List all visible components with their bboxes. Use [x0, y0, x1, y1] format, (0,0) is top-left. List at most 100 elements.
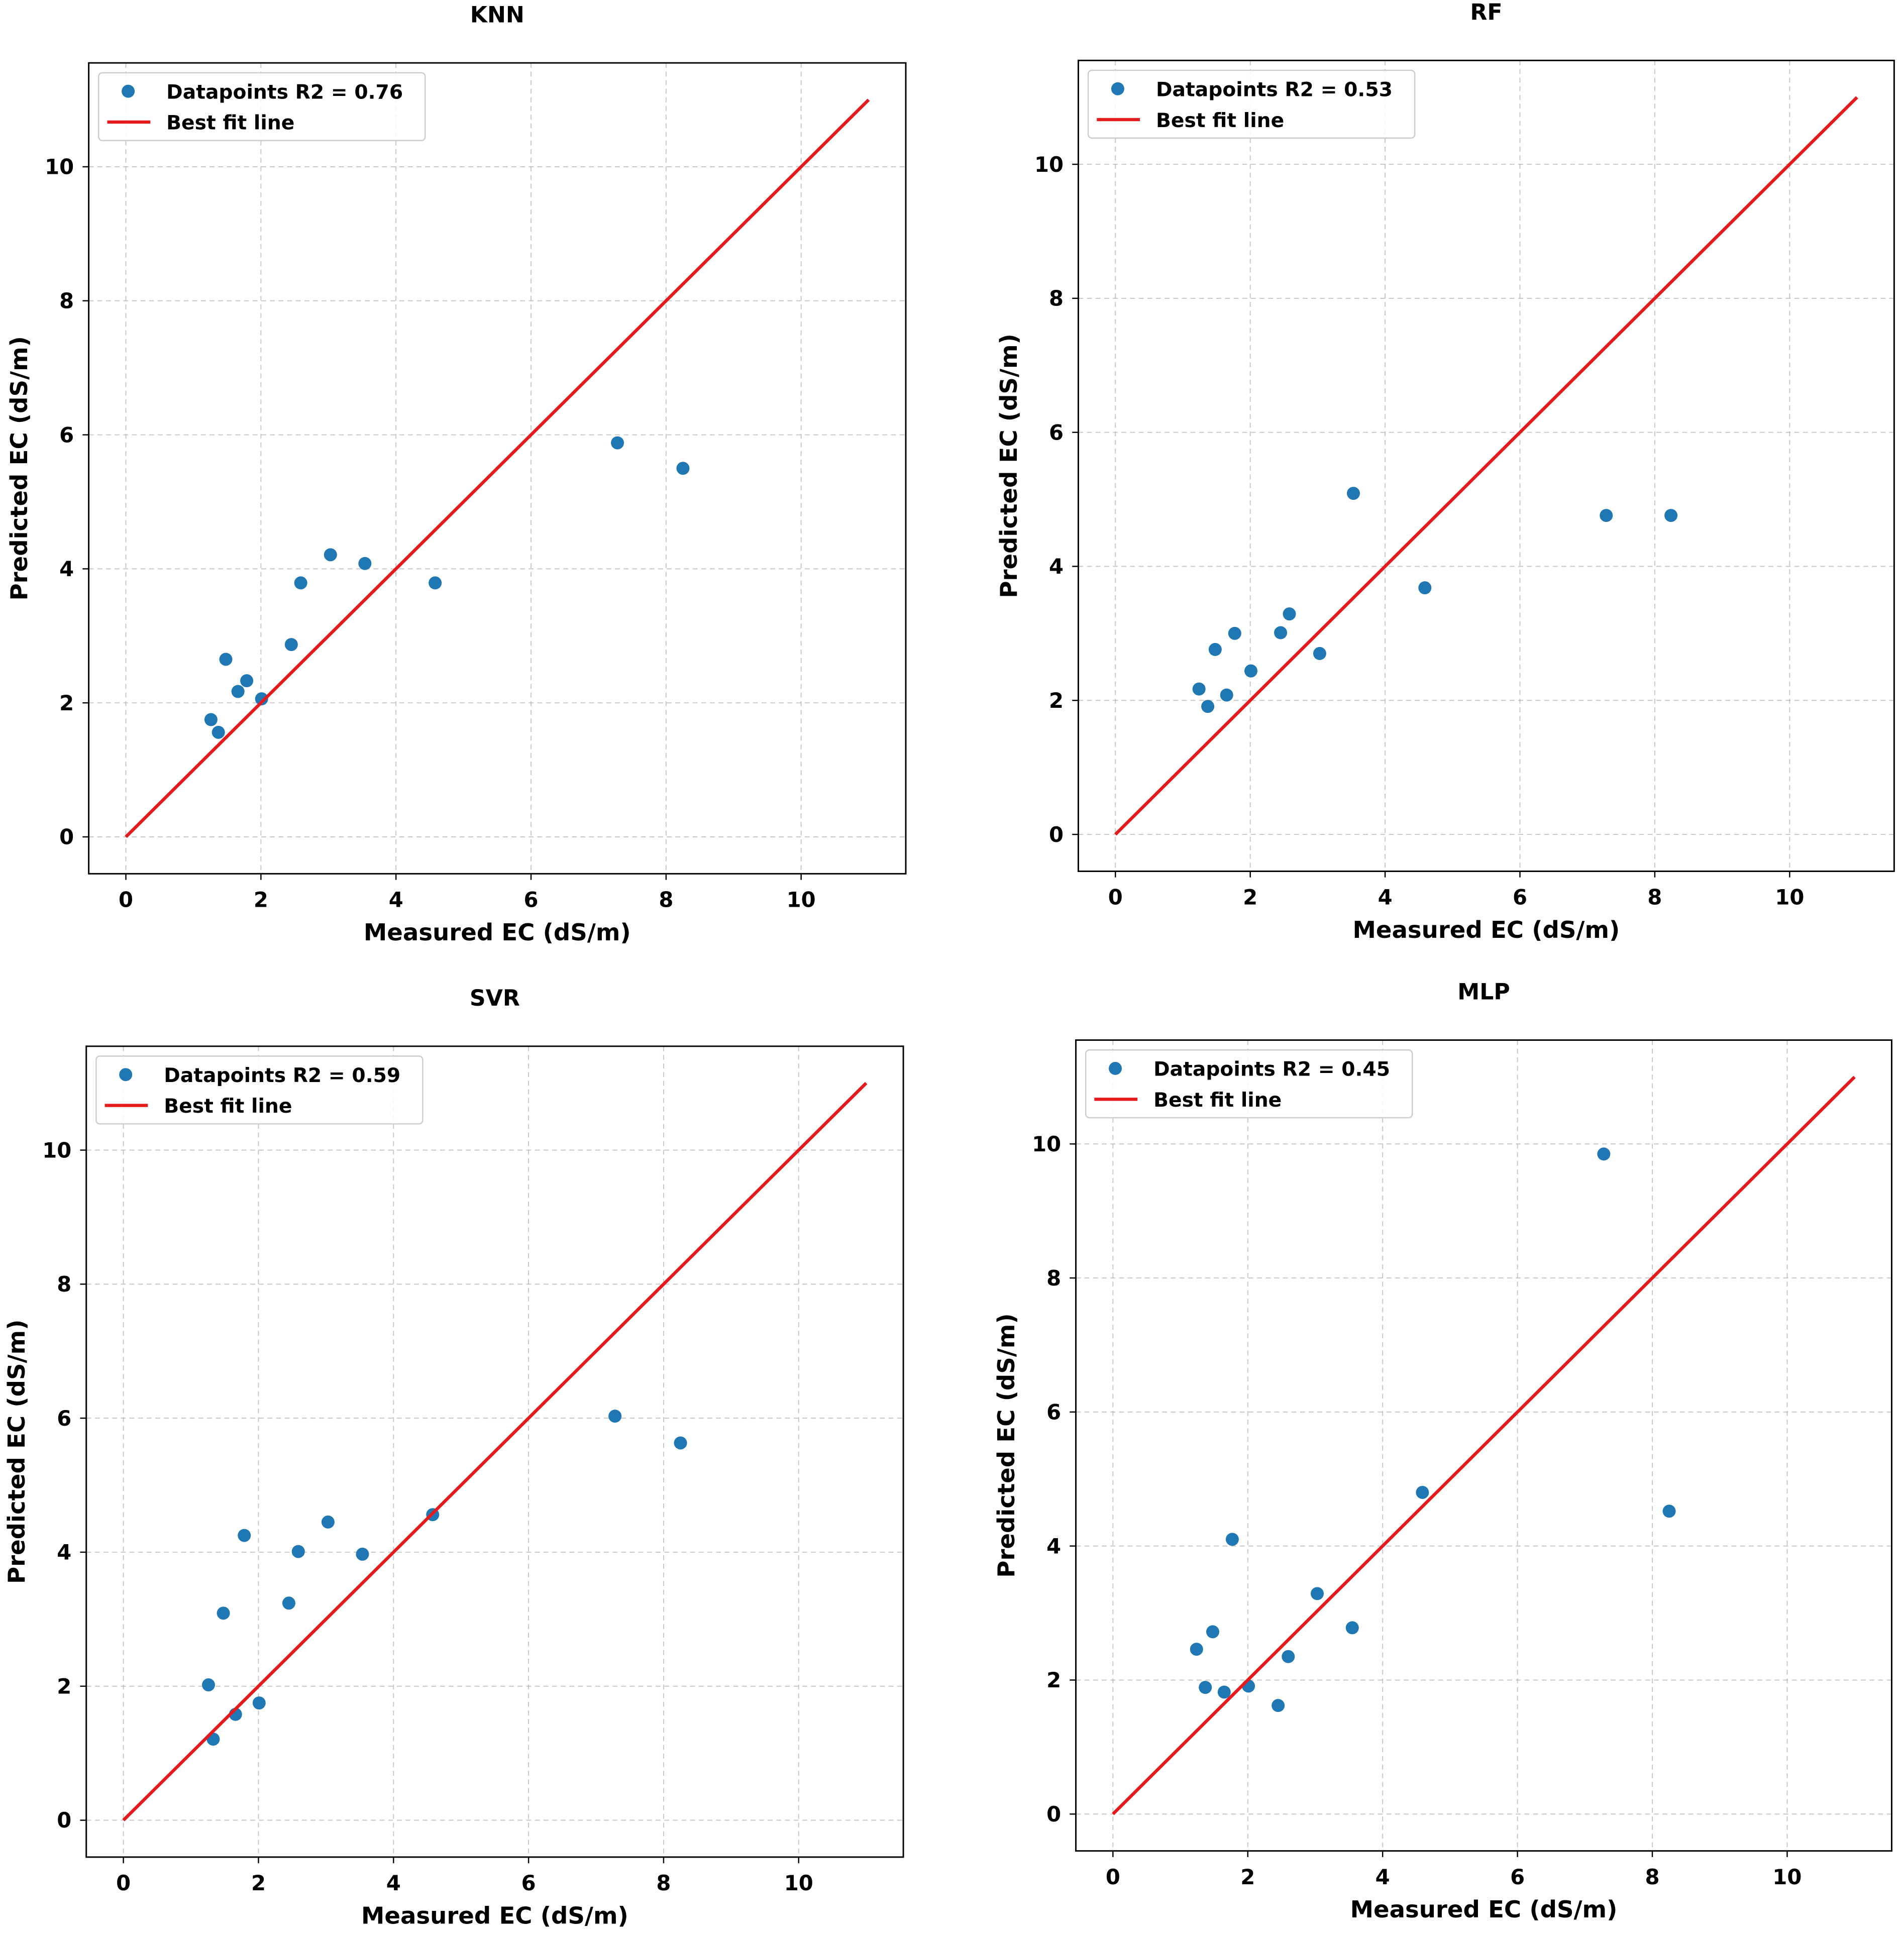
data-point — [284, 638, 298, 652]
data-point — [252, 1696, 266, 1710]
y-tick-label: 10 — [1034, 152, 1064, 177]
y-tick-label: 10 — [42, 1138, 71, 1162]
best-fit-line — [125, 98, 870, 838]
subplot-knn: 0 2 4 6 8 10 0 2 4 6 8 10 KNN Measured EC (dS/m) Predi… — [6, 2, 907, 946]
x-axis-label: Measured EC (dS/m) — [1353, 916, 1620, 943]
data-point — [1220, 688, 1233, 702]
data-point — [202, 1678, 216, 1692]
best-fit-line — [122, 1082, 868, 1821]
y-tick-label: 8 — [59, 289, 74, 313]
y-tick-label: 2 — [57, 1674, 71, 1698]
legend-label-best-fit: Best fit line — [164, 1095, 292, 1118]
data-point — [324, 548, 337, 562]
legend-label-best-fit: Best fit line — [1153, 1089, 1282, 1112]
legend-marker-datapoints — [119, 1068, 133, 1082]
data-point — [217, 1606, 230, 1620]
y-tick-label: 6 — [1049, 420, 1064, 445]
y-axis-label: Predicted EC (dS/m) — [3, 1320, 30, 1584]
legend-label-best-fit: Best fit line — [1156, 110, 1284, 132]
x-axis-label: Measured EC (dS/m) — [364, 919, 631, 946]
data-point — [1418, 581, 1432, 595]
legend-box — [95, 1055, 424, 1125]
y-axis-label: Predicted EC (dS/m) — [995, 334, 1022, 598]
data-point — [1283, 607, 1296, 621]
data-point — [1208, 642, 1222, 656]
x-tick-label: 10 — [787, 888, 816, 912]
axes-frame — [88, 62, 907, 875]
x-tick-label: 4 — [386, 1871, 401, 1895]
y-tick-label: 10 — [45, 155, 74, 179]
data-point — [291, 1545, 305, 1558]
x-tick-label: 10 — [784, 1871, 813, 1895]
data-point — [1345, 1621, 1359, 1635]
legend-marker-datapoints — [1109, 1061, 1122, 1075]
x-tick-label: 4 — [389, 888, 403, 912]
y-axis-label: Predicted EC (dS/m) — [6, 336, 33, 600]
data-point — [1274, 626, 1288, 639]
data-point — [204, 713, 218, 726]
y-tick-label: 8 — [57, 1272, 71, 1297]
legend-box — [1087, 69, 1416, 139]
legend-box — [1085, 1049, 1413, 1119]
data-point — [1244, 664, 1258, 678]
x-tick-label: 4 — [1378, 885, 1393, 910]
y-tick-label: 0 — [57, 1808, 71, 1833]
data-point — [1600, 509, 1613, 522]
x-tick-label: 0 — [1108, 885, 1123, 910]
x-tick-label: 6 — [524, 888, 539, 912]
x-tick-label: 2 — [254, 888, 268, 912]
y-tick-label: 0 — [59, 825, 74, 849]
data-point — [1272, 1699, 1285, 1712]
x-tick-label: 0 — [116, 1871, 131, 1895]
y-tick-label: 6 — [57, 1406, 71, 1431]
y-tick-label: 6 — [1046, 1400, 1061, 1425]
x-tick-label: 8 — [1647, 885, 1662, 910]
data-point — [1313, 647, 1326, 660]
subplot-title: MLP — [1457, 980, 1510, 1005]
y-tick-label: 2 — [59, 691, 74, 715]
y-tick-label: 4 — [1049, 554, 1064, 579]
data-point — [1347, 487, 1360, 500]
x-tick-label: 0 — [1106, 1865, 1120, 1889]
subplot-rf: 0 2 4 6 8 10 0 2 4 6 8 10 RF Measured EC (dS/m) Predic… — [995, 0, 1895, 943]
axes-frame — [1077, 59, 1895, 872]
best-fit-line — [1114, 96, 1858, 836]
axes-frame — [1075, 1039, 1892, 1852]
y-tick-label: 2 — [1046, 1668, 1061, 1692]
legend-marker-datapoints — [122, 84, 135, 98]
x-tick-label: 6 — [1513, 885, 1527, 910]
data-point — [238, 1529, 251, 1542]
x-tick-label: 8 — [656, 1871, 671, 1895]
y-tick-label: 0 — [1046, 1802, 1061, 1826]
data-point — [356, 1547, 369, 1561]
x-tick-label: 8 — [659, 888, 673, 912]
data-point — [282, 1596, 295, 1610]
data-point — [1190, 1643, 1203, 1656]
legend: Datapoints R2 = 0.76 Best fit line — [98, 72, 426, 141]
data-point — [231, 685, 245, 698]
subplot-title: RF — [1470, 0, 1502, 25]
legend: Datapoints R2 = 0.59 Best fit line — [95, 1055, 424, 1125]
data-point — [1416, 1485, 1429, 1499]
y-tick-label: 6 — [59, 422, 74, 447]
data-point — [211, 725, 225, 739]
data-point — [294, 576, 307, 590]
data-point — [1228, 626, 1241, 640]
y-tick-label: 8 — [1049, 286, 1064, 311]
data-point — [674, 1436, 687, 1450]
data-point — [1225, 1533, 1239, 1546]
legend-marker-datapoints — [1111, 82, 1124, 95]
legend: Datapoints R2 = 0.53 Best fit line — [1087, 69, 1416, 139]
data-point — [1664, 509, 1678, 522]
data-point — [676, 462, 690, 475]
x-tick-label: 10 — [1775, 885, 1804, 910]
y-tick-label: 4 — [1046, 1534, 1061, 1558]
data-point — [611, 436, 624, 450]
data-point — [1311, 1587, 1324, 1600]
x-tick-label: 10 — [1772, 1865, 1802, 1889]
legend-label-datapoints: Datapoints R2 = 0.76 — [166, 81, 403, 103]
best-fit-line — [1112, 1075, 1856, 1815]
data-point — [1192, 682, 1206, 696]
legend-label-datapoints: Datapoints R2 = 0.45 — [1153, 1058, 1390, 1081]
